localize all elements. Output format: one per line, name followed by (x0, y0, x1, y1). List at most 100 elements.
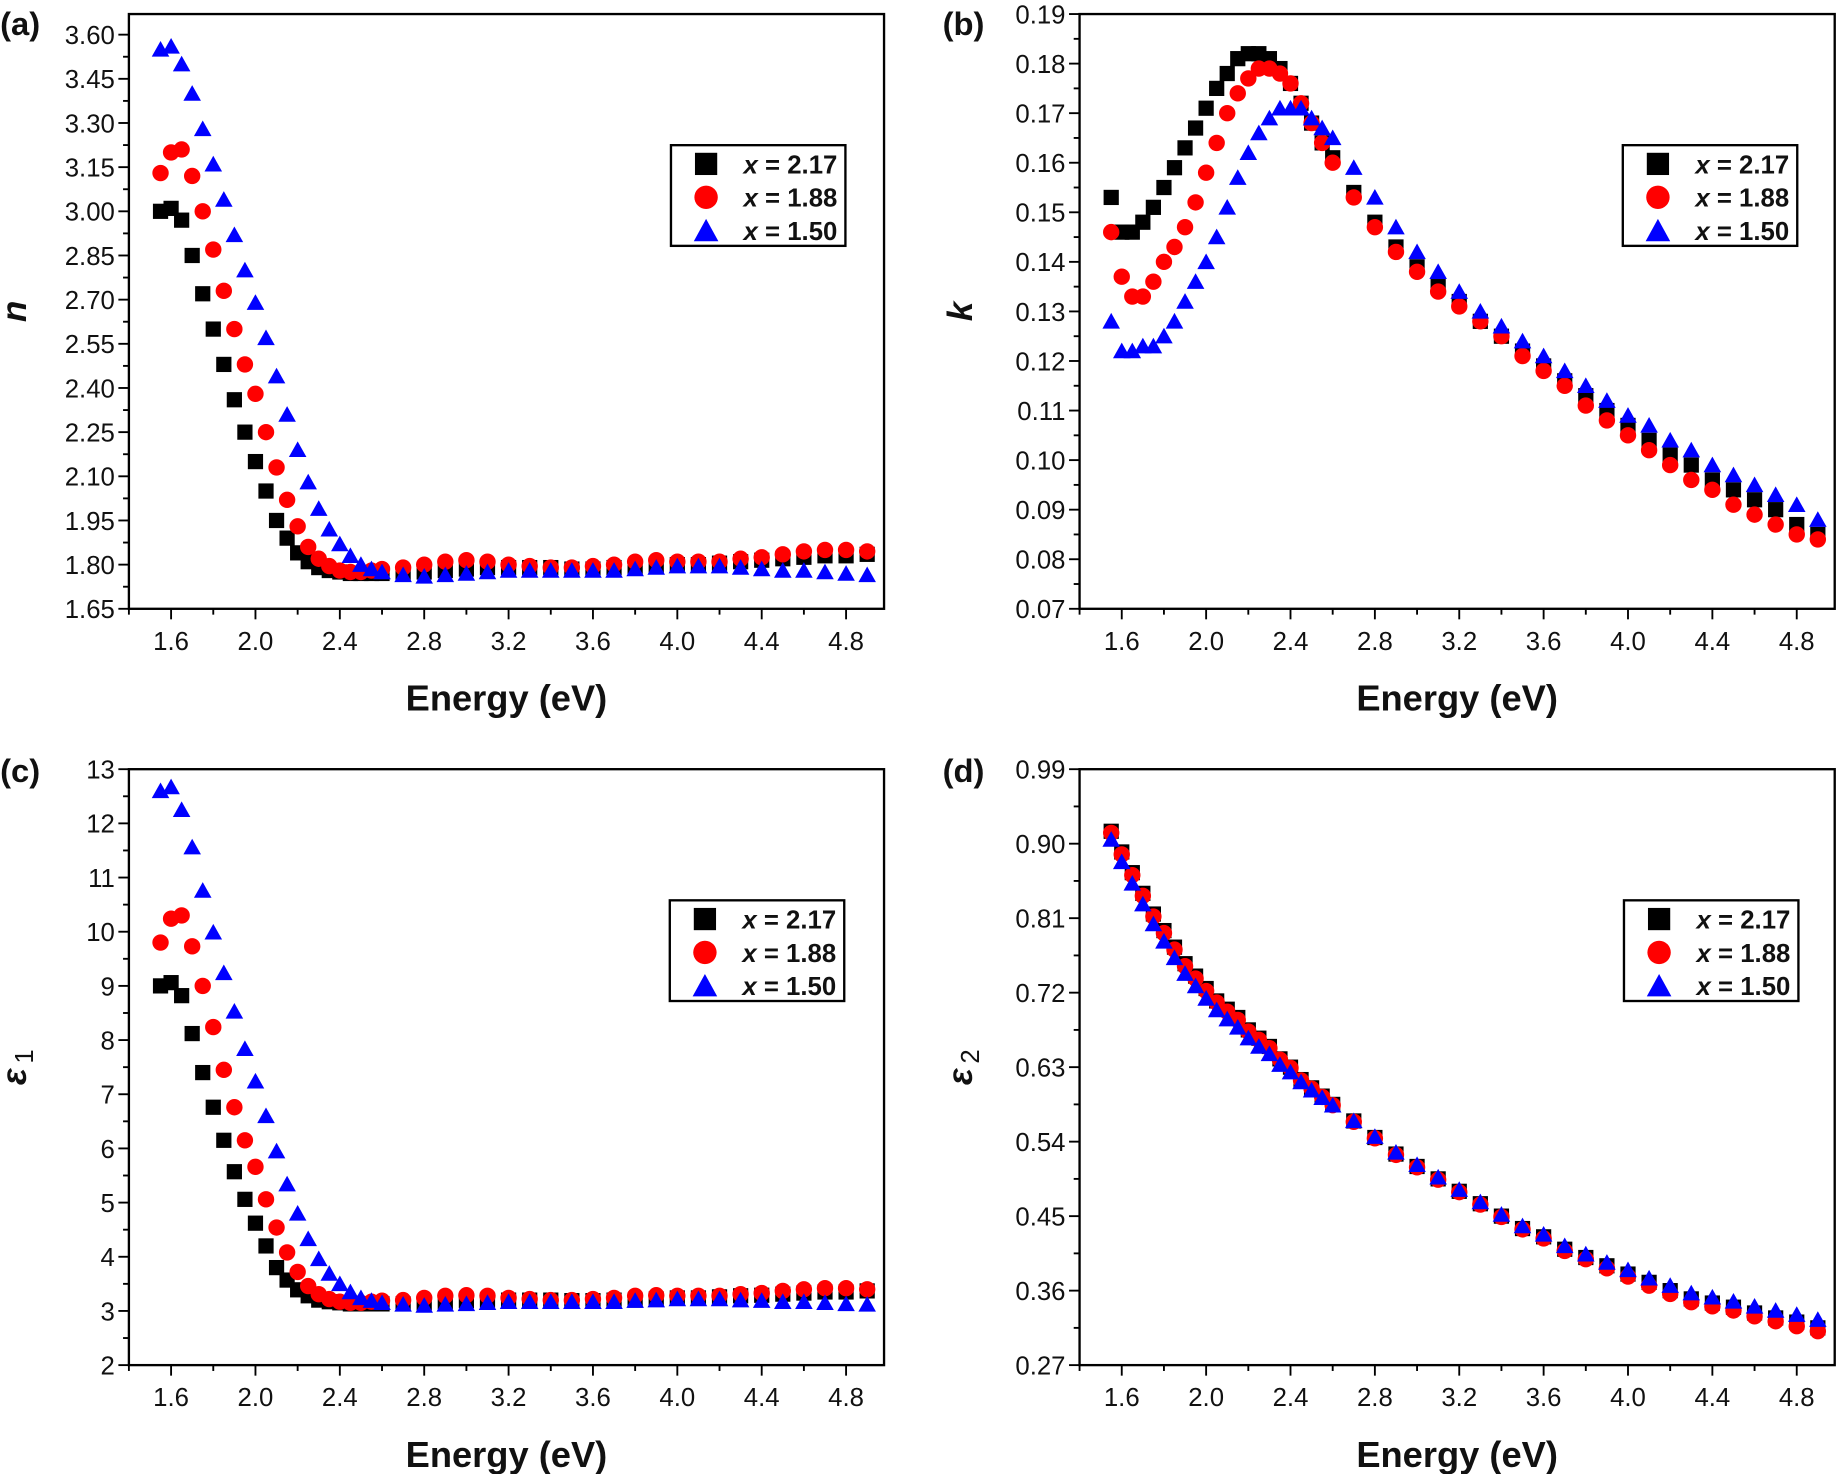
data-point (1197, 990, 1215, 1006)
data-point (774, 546, 791, 563)
data-point (1176, 293, 1194, 309)
data-point (1165, 949, 1184, 966)
legend-label: x = 1.50 (1693, 218, 1789, 246)
data-point (731, 559, 750, 575)
data-point (1123, 342, 1142, 359)
x-tick-label: 4.8 (1779, 628, 1815, 656)
data-point (731, 1291, 750, 1308)
data-point (1787, 496, 1806, 512)
plot-frame (1078, 12, 1836, 610)
data-point (1187, 120, 1204, 136)
data-point (267, 367, 286, 384)
panel-label: (c) (0, 752, 40, 789)
data-point (1471, 1193, 1490, 1210)
legend-marker-triangle (692, 974, 718, 997)
data-point (320, 520, 339, 537)
y-axis-label: n (0, 301, 34, 322)
y-tick-label: 3.30 (65, 110, 115, 138)
data-point (1766, 486, 1785, 503)
data-point (172, 801, 191, 818)
data-point (1345, 159, 1363, 175)
legend: x = 2.17x = 1.88x = 1.50 (668, 899, 846, 1003)
data-point (1661, 1277, 1679, 1293)
data-point (1408, 1156, 1426, 1173)
data-point (478, 563, 497, 580)
legend-label-variable: x (1695, 973, 1713, 1001)
x-tick-label: 2.8 (1357, 628, 1393, 656)
data-point (352, 1289, 370, 1306)
data-point (1366, 218, 1384, 236)
y-tick-label: 2.70 (65, 287, 115, 315)
y-tick-label: 1.80 (65, 552, 115, 580)
x-tick-label: 3.2 (1441, 628, 1477, 656)
data-point (1661, 456, 1679, 474)
data-point (1165, 312, 1184, 329)
data-point (415, 568, 433, 584)
data-point (1156, 179, 1172, 196)
x-tick-label: 2.0 (1188, 1384, 1224, 1412)
data-point (226, 392, 242, 408)
x-axis-label: Energy (eV) (1356, 678, 1558, 719)
data-point (183, 938, 201, 955)
data-point (173, 907, 190, 924)
legend-label: x = 2.17 (1693, 151, 1789, 179)
x-axis-label: Energy (eV) (1356, 1434, 1558, 1474)
y-tick-label: 0.15 (1015, 200, 1065, 228)
x-tick-label: 3.6 (575, 1384, 611, 1412)
data-point (795, 1293, 813, 1309)
data-point (626, 1292, 644, 1308)
data-point (1219, 104, 1236, 122)
x-tick-label: 2.4 (322, 1384, 358, 1412)
data-point (1302, 1081, 1321, 1098)
x-tick-label: 1.6 (153, 628, 189, 656)
data-point (436, 1296, 455, 1312)
data-point (816, 541, 834, 559)
data-point (247, 1215, 264, 1231)
legend-label-variable: x (740, 906, 758, 934)
y-tick-label: 0.08 (1015, 547, 1065, 575)
data-point (1313, 1089, 1331, 1106)
data-point (1577, 377, 1595, 393)
data-point (1260, 109, 1279, 126)
x-tick-label: 3.2 (491, 1384, 527, 1412)
data-point (1145, 273, 1162, 290)
x-tick-label: 3.2 (491, 628, 527, 656)
data-point (457, 1295, 476, 1312)
x-tick-label: 2.8 (406, 628, 442, 656)
y-tick-label: 0.27 (1015, 1352, 1065, 1380)
x-axis-label: Energy (eV) (406, 1434, 608, 1474)
data-point (1324, 154, 1341, 171)
x-tick-label: 4.8 (828, 1384, 864, 1412)
data-point (1788, 1318, 1805, 1335)
x-tick-label: 2.4 (1273, 628, 1309, 656)
data-point (257, 1107, 275, 1124)
data-point (1556, 377, 1573, 394)
x-tick-label: 4.0 (659, 1384, 695, 1412)
data-point (341, 547, 360, 564)
data-point (1292, 1073, 1310, 1090)
series-triangle (1102, 831, 1827, 1327)
data-point (299, 538, 317, 556)
data-point (1619, 407, 1637, 423)
data-point (415, 1297, 433, 1313)
data-point (1809, 511, 1827, 527)
data-point (689, 557, 708, 574)
data-point (184, 247, 200, 264)
data-point (1250, 1038, 1268, 1054)
data-point (1166, 238, 1183, 256)
y-tick-label: 0.63 (1015, 1055, 1065, 1083)
y-tick-label: 3.60 (65, 22, 115, 50)
data-point (1766, 1302, 1785, 1318)
legend-label-value: = 1.88 (757, 940, 836, 968)
data-point (1767, 516, 1784, 533)
x-tick-label: 3.2 (1441, 1384, 1477, 1412)
data-point (1429, 1168, 1447, 1185)
data-point (193, 882, 212, 898)
data-point (795, 1281, 813, 1298)
y-tick-label: 0.54 (1015, 1129, 1065, 1157)
y-tick-label: 0.17 (1015, 101, 1065, 129)
y-axis-label: ε1 (0, 1049, 39, 1085)
data-point (195, 1064, 211, 1081)
data-point (1809, 531, 1827, 548)
data-point (362, 560, 381, 577)
